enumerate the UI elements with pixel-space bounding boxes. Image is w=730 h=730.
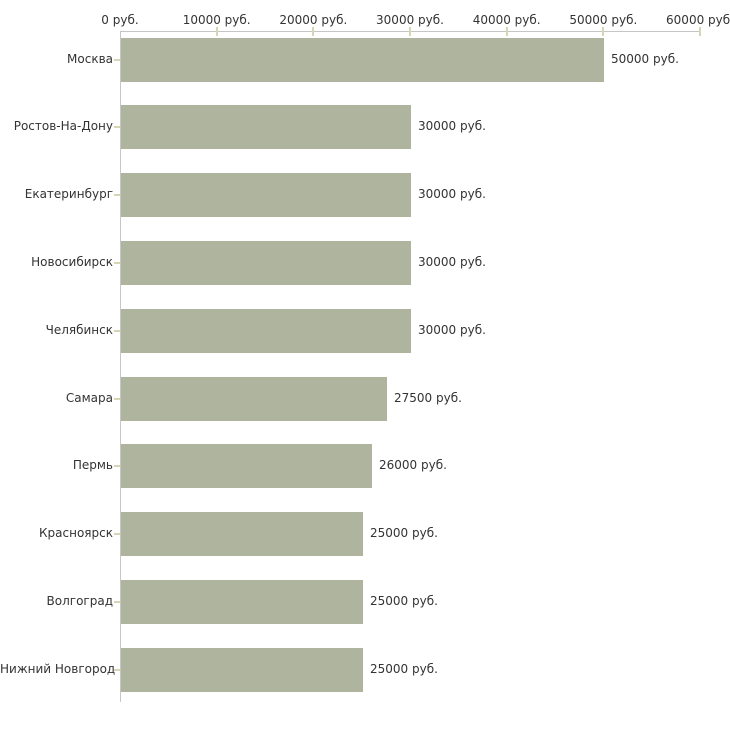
y-axis-tick — [114, 194, 120, 197]
value-label: 26000 руб. — [379, 458, 447, 473]
bar — [121, 579, 363, 624]
x-axis-tick — [699, 27, 701, 36]
value-label: 30000 руб. — [418, 187, 486, 202]
y-axis-tick — [114, 261, 120, 264]
y-axis-tick — [114, 329, 120, 332]
category-label: Екатеринбург — [24, 187, 113, 202]
x-axis-tick-label: 20000 руб. — [279, 13, 348, 27]
x-axis-tick-label: 50000 руб. — [569, 13, 638, 27]
x-axis-tick-label: 40000 руб. — [472, 13, 541, 27]
category-label: Пермь — [72, 458, 113, 473]
y-axis-line — [120, 31, 121, 702]
bar — [121, 173, 411, 218]
category-label: Нижний Новгород — [0, 661, 116, 676]
y-axis-tick — [114, 668, 120, 671]
value-label: 30000 руб. — [418, 322, 486, 337]
category-label: Москва — [67, 51, 113, 66]
y-axis-tick — [114, 600, 120, 603]
value-label: 25000 руб. — [370, 526, 438, 541]
x-axis-tick-label: 10000 руб. — [182, 13, 251, 27]
y-axis-tick — [114, 397, 120, 400]
bar — [121, 444, 372, 489]
bar — [121, 376, 387, 421]
value-label: 25000 руб. — [370, 661, 438, 676]
bar — [121, 308, 411, 353]
y-axis-tick — [114, 126, 120, 129]
category-label: Ростов-На-Дону — [13, 119, 113, 134]
value-label: 50000 руб. — [611, 51, 679, 66]
x-axis-tick — [505, 27, 508, 36]
category-label: Волгоград — [46, 593, 113, 608]
y-axis-tick — [114, 58, 120, 61]
value-label: 25000 руб. — [370, 593, 438, 608]
value-label: 30000 руб. — [418, 254, 486, 269]
x-axis-tick-label: 60000 руб. — [666, 13, 730, 27]
value-label: 27500 руб. — [394, 390, 462, 405]
bar — [121, 647, 363, 692]
x-axis-tick — [312, 27, 315, 36]
category-label: Красноярск — [39, 526, 113, 541]
x-axis-tick-label: 30000 руб. — [376, 13, 444, 27]
y-axis-tick — [114, 533, 120, 536]
x-axis-tick — [215, 27, 218, 36]
bar — [121, 37, 604, 82]
category-label: Самара — [65, 390, 113, 405]
bar — [121, 105, 411, 150]
bar — [121, 240, 411, 285]
bar — [121, 512, 363, 557]
category-label: Новосибирск — [31, 254, 113, 269]
value-label: 30000 руб. — [418, 119, 486, 134]
x-axis-tick — [602, 27, 605, 36]
category-label: Челябинск — [45, 322, 113, 337]
y-axis-tick — [114, 465, 120, 468]
x-axis-tick-label: 0 руб. — [101, 13, 139, 27]
x-axis-tick — [409, 27, 411, 36]
